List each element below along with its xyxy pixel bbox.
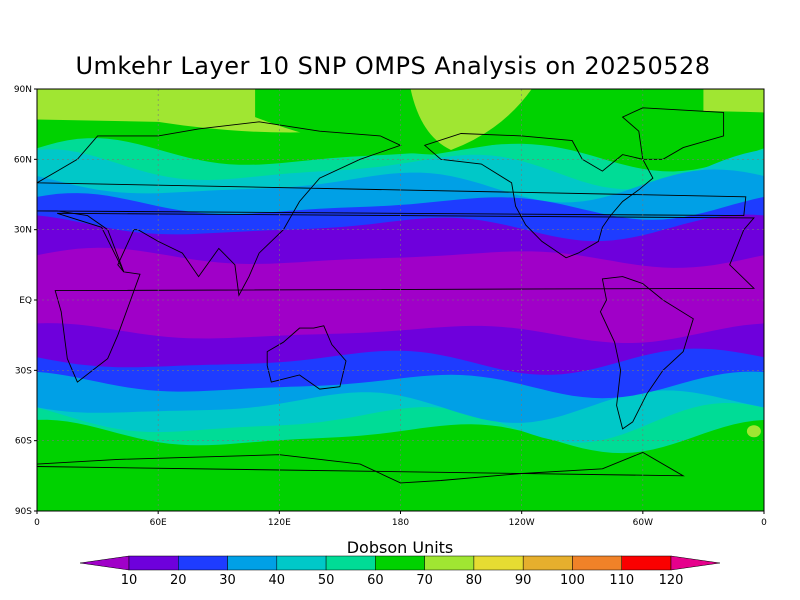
colorbar-label: 60 bbox=[367, 573, 384, 588]
colorbar-label: 30 bbox=[219, 573, 236, 588]
lat-tick-label: 90S bbox=[15, 507, 32, 517]
colorbar-swatch bbox=[621, 555, 672, 571]
colorbar-swatch bbox=[128, 555, 179, 571]
colorbar-label: 90 bbox=[515, 573, 532, 588]
lat-tick-label: 90N bbox=[14, 85, 32, 95]
colorbar-swatch bbox=[572, 555, 622, 571]
coast-eurasia bbox=[37, 121, 747, 297]
colorbar-label: 10 bbox=[121, 573, 138, 588]
map-title: Umkehr Layer 10 SNP OMPS Analysis on 202… bbox=[75, 52, 711, 80]
south-patch bbox=[746, 425, 761, 438]
colorbar-label: 120 bbox=[659, 573, 684, 588]
lon-tick-label: 180 bbox=[392, 518, 409, 528]
colorbar-label: 100 bbox=[560, 573, 585, 588]
colorbar-label: 50 bbox=[318, 573, 335, 588]
lat-tick-label: 30N bbox=[14, 226, 32, 236]
colorbar-arrow-low bbox=[79, 555, 130, 571]
lat-tick-label: EQ bbox=[19, 296, 32, 306]
colorbar-arrow-high bbox=[670, 555, 721, 571]
colorbar-label: 110 bbox=[609, 573, 634, 588]
lat-tick-label: 30S bbox=[15, 366, 32, 376]
colorbar-label: 80 bbox=[466, 573, 483, 588]
colorbar-title: Dobson Units bbox=[347, 538, 454, 557]
coast-australia bbox=[266, 325, 347, 390]
colorbar-swatch bbox=[276, 555, 327, 571]
lon-tick-label: 120E bbox=[268, 518, 291, 528]
coast-africa bbox=[54, 212, 756, 383]
lon-tick-label: 0 bbox=[761, 518, 767, 528]
colorbar-swatch bbox=[424, 555, 475, 571]
colorbar-swatch bbox=[227, 555, 278, 571]
colorbar-label: 20 bbox=[170, 573, 187, 588]
coast-greenland bbox=[621, 107, 725, 160]
coastlines bbox=[37, 107, 756, 484]
colorbar-swatch bbox=[522, 555, 573, 571]
grid-lines bbox=[37, 89, 764, 511]
lat-tick-label: 60S bbox=[15, 437, 32, 447]
arctic-lightpatch bbox=[410, 89, 532, 150]
coast-samerica bbox=[599, 276, 694, 430]
lon-tick-label: 120W bbox=[509, 518, 535, 528]
colorbar-swatch bbox=[325, 555, 376, 571]
colorbar: 10 20 30 40 50 60 70 80 90 100 110 120 bbox=[79, 555, 721, 588]
lon-tick-label: 60W bbox=[633, 518, 653, 528]
colorbar-swatch bbox=[178, 555, 228, 571]
lon-tick-label: 0 bbox=[34, 518, 40, 528]
coast-namerica bbox=[423, 133, 654, 259]
colorbar-swatch bbox=[375, 555, 425, 571]
coast-antarctica bbox=[37, 451, 685, 484]
colorbar-swatch bbox=[473, 555, 524, 571]
lon-tick-label: 60E bbox=[150, 518, 167, 528]
colorbar-label: 70 bbox=[416, 573, 433, 588]
colorbar-label: 40 bbox=[269, 573, 286, 588]
lat-tick-label: 60N bbox=[14, 155, 32, 165]
